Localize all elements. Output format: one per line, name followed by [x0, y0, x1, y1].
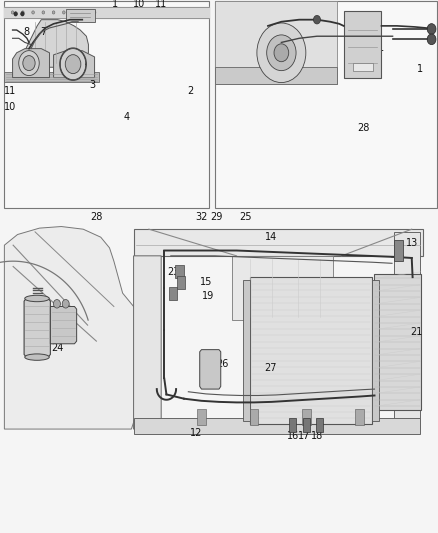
Circle shape	[42, 11, 45, 14]
Circle shape	[21, 11, 24, 14]
Text: 28: 28	[90, 212, 102, 222]
Polygon shape	[134, 256, 161, 429]
Text: 31: 31	[279, 62, 291, 71]
Text: 7: 7	[40, 27, 46, 37]
Circle shape	[53, 300, 60, 308]
Text: 1: 1	[112, 0, 118, 9]
Text: 11: 11	[155, 0, 167, 9]
Text: 2: 2	[187, 86, 194, 95]
Ellipse shape	[25, 354, 49, 360]
Circle shape	[21, 12, 24, 16]
Bar	[250, 409, 258, 425]
Polygon shape	[66, 10, 95, 22]
Polygon shape	[50, 306, 77, 344]
Text: 14: 14	[265, 232, 278, 242]
Polygon shape	[250, 277, 372, 424]
Text: 10: 10	[4, 102, 16, 111]
Text: 6: 6	[23, 51, 29, 61]
Polygon shape	[53, 51, 95, 78]
Circle shape	[73, 11, 75, 14]
Text: 27: 27	[265, 363, 277, 373]
Circle shape	[267, 35, 296, 71]
Circle shape	[427, 34, 436, 45]
Circle shape	[23, 55, 35, 70]
Circle shape	[427, 23, 436, 34]
Bar	[175, 265, 184, 278]
Circle shape	[62, 300, 69, 308]
Bar	[4, 1, 209, 208]
Text: 5: 5	[44, 305, 50, 315]
Circle shape	[65, 55, 81, 74]
Polygon shape	[13, 49, 49, 78]
Text: 17: 17	[298, 431, 310, 441]
Text: 26: 26	[216, 359, 229, 368]
Text: 4: 4	[124, 112, 130, 122]
Polygon shape	[215, 67, 337, 84]
Bar	[169, 287, 177, 300]
Polygon shape	[394, 232, 420, 429]
Text: 32: 32	[195, 212, 208, 222]
Circle shape	[314, 15, 321, 24]
Text: 25: 25	[239, 212, 251, 222]
Text: 1: 1	[378, 43, 384, 53]
Circle shape	[274, 44, 289, 62]
Text: 3: 3	[89, 80, 95, 90]
Bar	[177, 276, 185, 289]
Polygon shape	[21, 20, 88, 67]
Circle shape	[52, 11, 55, 14]
Circle shape	[19, 51, 39, 76]
Polygon shape	[232, 256, 333, 320]
Text: 15: 15	[200, 278, 212, 287]
Circle shape	[93, 11, 96, 14]
Circle shape	[14, 12, 18, 16]
Bar	[243, 280, 250, 421]
Polygon shape	[374, 274, 421, 410]
Text: 23: 23	[167, 267, 179, 277]
Text: 12: 12	[190, 428, 202, 438]
Text: 11: 11	[4, 86, 16, 95]
Text: 13: 13	[406, 238, 418, 247]
Bar	[289, 418, 296, 432]
Polygon shape	[4, 227, 136, 429]
Polygon shape	[4, 72, 99, 82]
Polygon shape	[134, 418, 420, 434]
Circle shape	[32, 11, 35, 14]
Text: 18: 18	[311, 431, 323, 441]
Polygon shape	[200, 350, 221, 389]
Circle shape	[11, 11, 14, 14]
Bar	[215, 1, 437, 208]
Text: 29: 29	[210, 212, 223, 222]
Polygon shape	[215, 1, 337, 84]
Bar	[197, 409, 206, 425]
Bar	[394, 240, 403, 261]
Polygon shape	[344, 11, 381, 78]
Bar	[355, 409, 364, 425]
Polygon shape	[24, 298, 50, 357]
Text: 1: 1	[417, 64, 424, 74]
Ellipse shape	[25, 295, 49, 302]
Text: 24: 24	[51, 343, 63, 352]
Text: 16: 16	[286, 431, 299, 441]
Circle shape	[60, 48, 86, 80]
Text: 10: 10	[133, 0, 145, 9]
Polygon shape	[353, 63, 373, 71]
Circle shape	[257, 23, 306, 83]
Bar	[316, 418, 323, 432]
Circle shape	[63, 11, 65, 14]
Text: 19: 19	[202, 291, 215, 301]
Bar	[303, 418, 310, 432]
Text: 28: 28	[357, 123, 370, 133]
Bar	[302, 409, 311, 425]
Text: 8: 8	[23, 27, 29, 37]
Circle shape	[83, 11, 86, 14]
Text: 30: 30	[279, 49, 291, 58]
Bar	[372, 280, 379, 421]
Bar	[134, 229, 423, 256]
Text: 21: 21	[410, 327, 422, 336]
